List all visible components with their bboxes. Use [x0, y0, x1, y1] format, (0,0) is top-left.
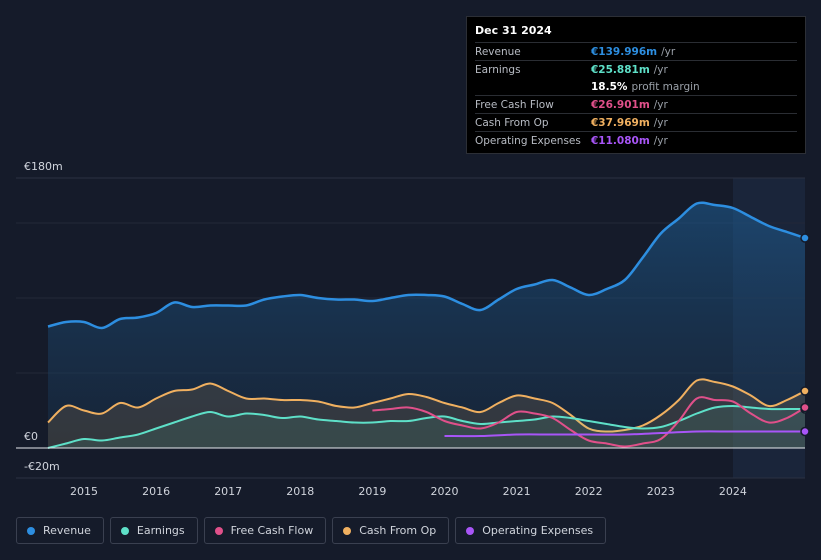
y-tick-label-zero: €0	[24, 430, 38, 443]
x-tick-label: 2016	[142, 485, 170, 498]
x-tick-label: 2024	[719, 485, 747, 498]
legend-item-revenue[interactable]: Revenue	[16, 517, 104, 544]
cash-from-op-area	[48, 379, 805, 448]
tooltip-row-unit: /yr	[653, 98, 668, 111]
legend-item-cash-from-op[interactable]: Cash From Op	[332, 517, 450, 544]
legend-dot-icon	[27, 526, 35, 535]
cash-from-op-end-dot	[800, 386, 810, 396]
revenue-end-dot	[800, 233, 810, 243]
legend: Revenue Earnings Free Cash Flow Cash From O…	[16, 517, 607, 544]
tooltip-row: Free Cash Flow €26.901m/yr	[475, 95, 797, 113]
legend-label: Earnings	[136, 524, 185, 537]
tooltip-row-value: 18.5%	[591, 80, 628, 93]
revenue-area	[48, 202, 805, 448]
tooltip-date: Dec 31 2024	[475, 24, 552, 37]
tooltip-row: Operating Expenses €11.080m/yr	[475, 131, 797, 149]
tooltip-row-value: €139.996m	[591, 45, 658, 58]
tooltip-row-value: €25.881m	[591, 63, 650, 76]
legend-dot-icon	[120, 526, 129, 535]
legend-dot-icon	[214, 526, 223, 535]
tooltip-row-unit: /yr	[661, 45, 676, 58]
revenue-line	[47, 201, 806, 330]
legend-item-free-cash-flow[interactable]: Free Cash Flow	[203, 517, 327, 544]
tooltip-row: Earnings €25.881m/yr	[475, 60, 797, 78]
tooltip-row-label: Earnings	[475, 63, 521, 76]
y-tick-label-bottom: -€20m	[24, 460, 60, 473]
legend-label: Operating Expenses	[482, 524, 594, 537]
x-tick-label: 2022	[575, 485, 603, 498]
legend-label: Cash From Op	[359, 524, 437, 537]
cash-from-op-line	[47, 378, 806, 433]
legend-label: Free Cash Flow	[230, 524, 314, 537]
tooltip-row-unit: /yr	[653, 116, 668, 129]
x-tick-label: 2023	[647, 485, 675, 498]
legend-dot-icon	[343, 526, 352, 535]
x-tick-label: 2017	[214, 485, 242, 498]
x-tick-label: 2018	[286, 485, 314, 498]
tooltip-row-label: Operating Expenses	[475, 134, 581, 147]
x-tick-label: 2020	[431, 485, 459, 498]
free-cash-flow-end-dot	[800, 402, 810, 413]
tooltip-row-unit: profit margin	[631, 80, 700, 93]
tooltip-row: 18.5% profit margin	[475, 78, 797, 95]
y-tick-label-top: €180m	[24, 160, 63, 173]
tooltip-row-value: €37.969m	[591, 116, 650, 129]
earnings-area	[48, 406, 805, 448]
x-tick-label: 2019	[358, 485, 386, 498]
legend-label: Revenue	[43, 524, 91, 537]
tooltip-panel: Dec 31 2024 Revenue €139.996m/yr Earnings €…	[466, 16, 806, 154]
operating-expenses-line	[444, 430, 805, 438]
x-tick-label: 2021	[503, 485, 531, 498]
tooltip-row-unit: /yr	[653, 134, 668, 147]
tooltip-row-label: Cash From Op	[475, 116, 549, 129]
end-markers	[800, 233, 810, 437]
series-layer	[47, 201, 806, 449]
tooltip-row: Revenue €139.996m/yr	[475, 42, 797, 60]
legend-item-earnings[interactable]: Earnings	[109, 517, 198, 544]
tooltip-row-label: Revenue	[475, 45, 521, 58]
tooltip-row-value: €11.080m	[591, 134, 650, 147]
operating-expenses-end-dot	[800, 426, 810, 437]
x-tick-label: 2015	[70, 485, 98, 498]
tooltip-row: Cash From Op €37.969m/yr	[475, 113, 797, 131]
tooltip-row-value: €26.901m	[591, 98, 650, 111]
tooltip-row-unit: /yr	[653, 63, 668, 76]
legend-item-operating-expenses[interactable]: Operating Expenses	[455, 517, 607, 544]
x-axis-ticks: 2015 2016 2017 2018 2019 2020 2021 2022 2023 2024	[70, 485, 747, 498]
tooltip-row-label: Free Cash Flow	[475, 98, 554, 111]
free-cash-flow-line	[372, 396, 806, 448]
legend-dot-icon	[466, 526, 475, 535]
